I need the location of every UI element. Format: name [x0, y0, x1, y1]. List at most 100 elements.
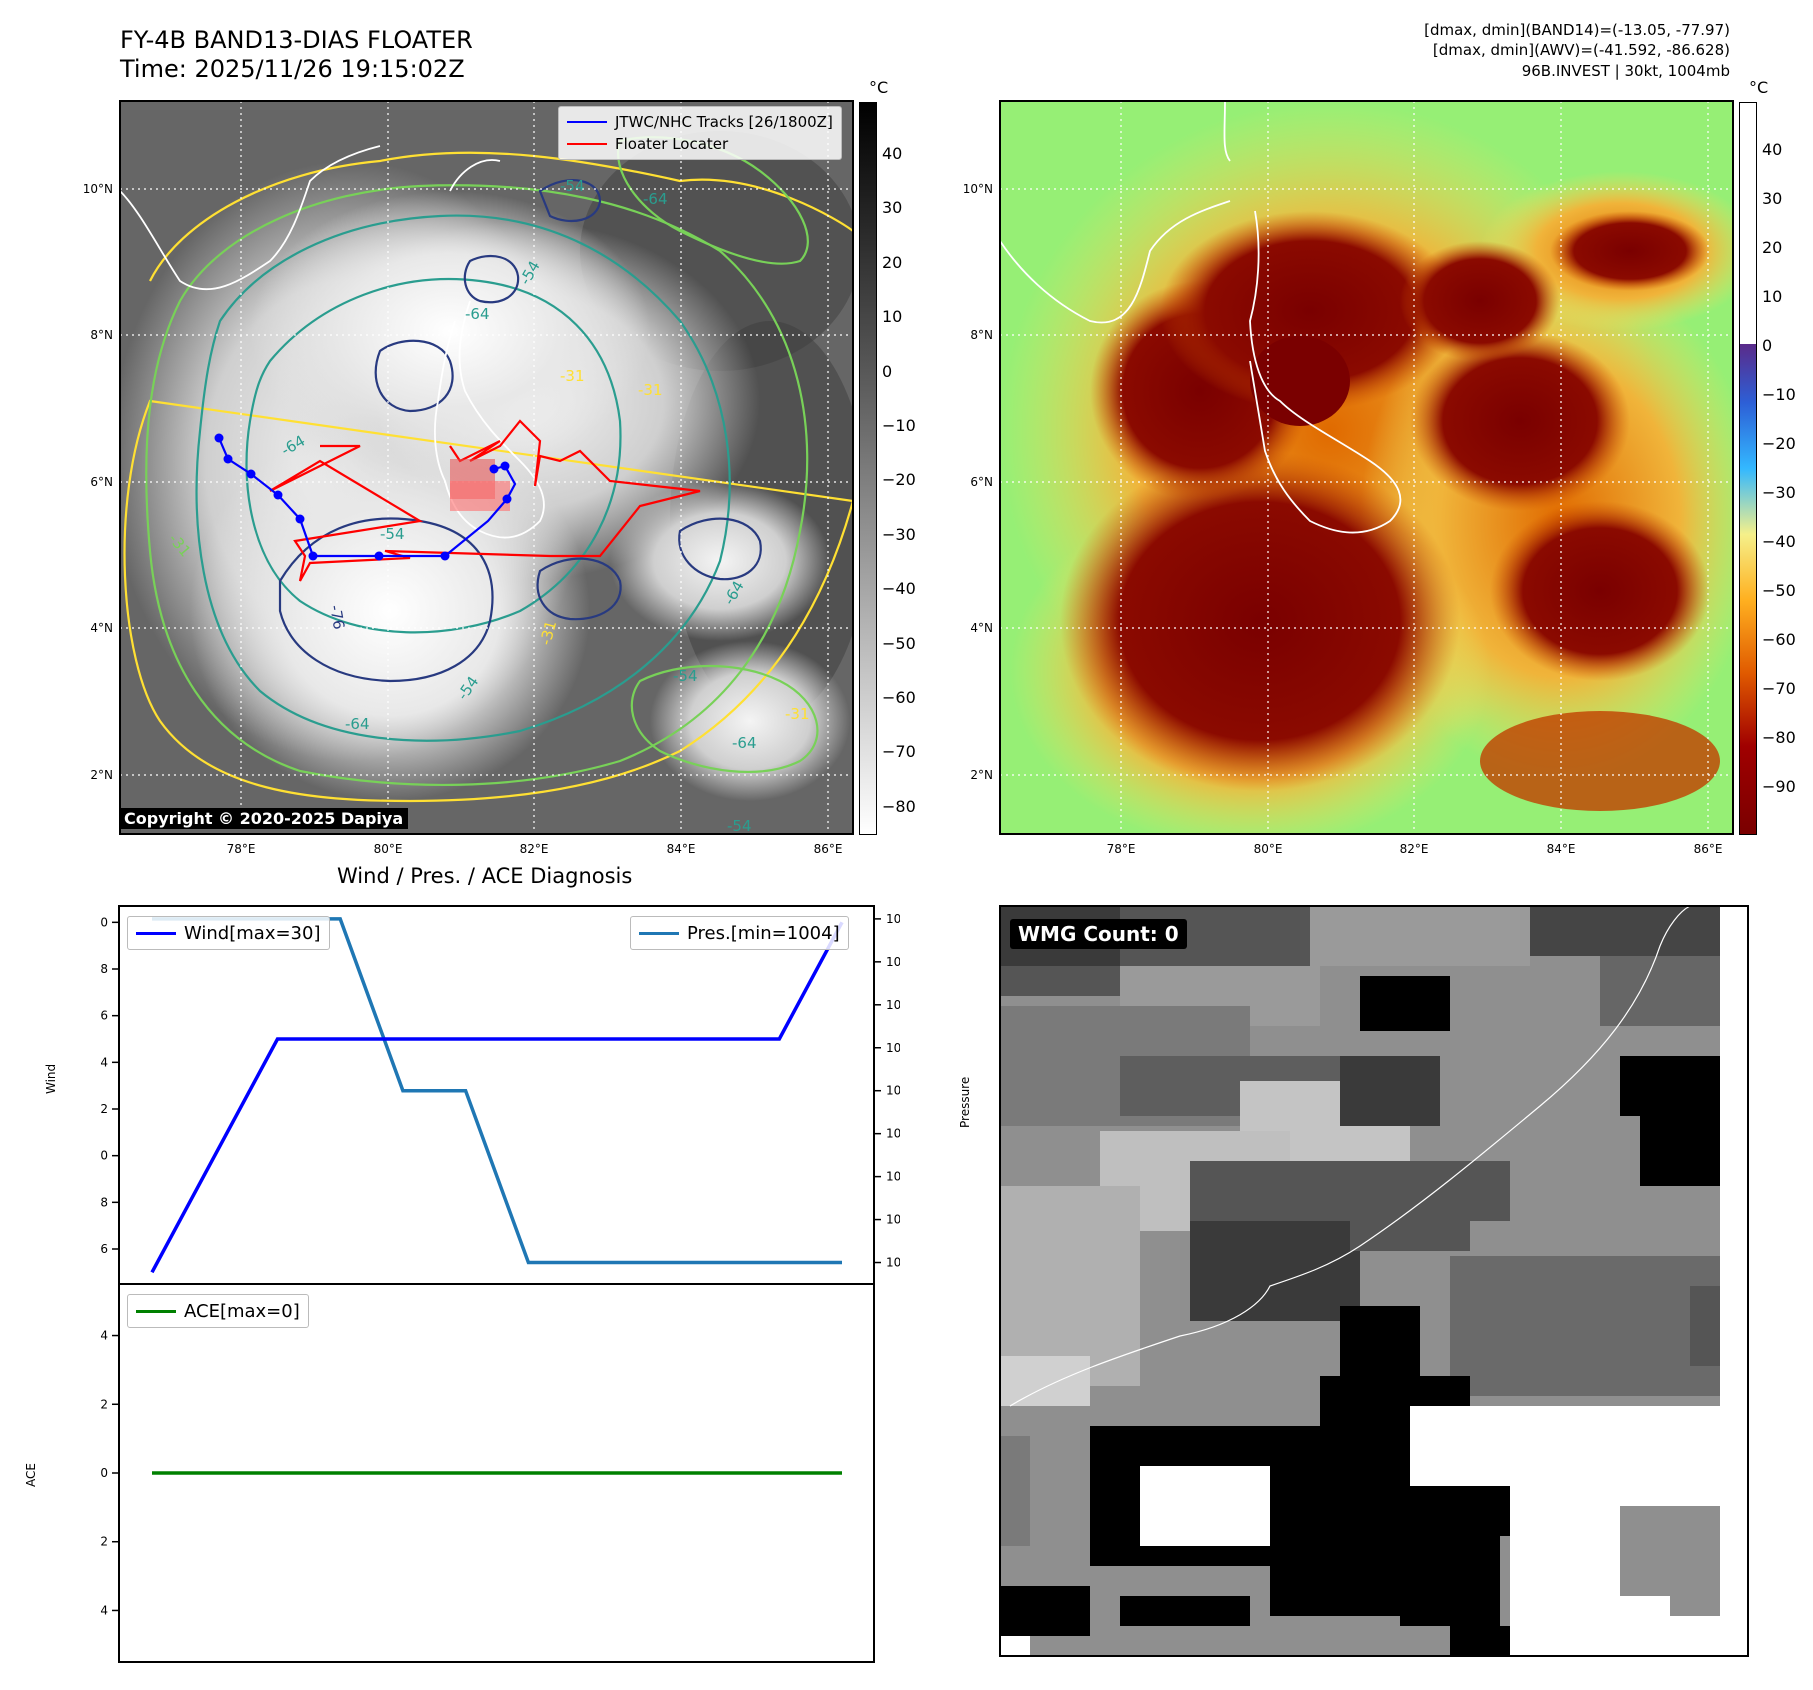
contour-label: -76: [326, 604, 348, 631]
colorbar-tick-label: 20: [1762, 238, 1783, 257]
colorbar-tick-label: 40: [1762, 140, 1783, 159]
colorbar-tick-label: −30: [1762, 483, 1796, 502]
lat-tick-label: 6°N: [90, 475, 113, 489]
info-band14: [dmax, dmin](BAND14)=(-13.05, -77.97): [1424, 21, 1730, 39]
lat-tick-label: 2°N: [90, 768, 113, 782]
axis-tick-label: 1004.5: [886, 1213, 900, 1227]
colorbar-tick-label: 40: [882, 144, 903, 163]
axis-tick-label: 1005.5: [886, 1127, 900, 1141]
lon-tick-label: 86°E: [813, 842, 843, 856]
lon-tick-label: 80°E: [1253, 842, 1283, 856]
colorbar-tick-label: −60: [1762, 630, 1796, 649]
colorbar-tick-label: −60: [882, 688, 916, 707]
wind-legend: Wind[max=30]: [127, 916, 330, 950]
wv-colorbar-unit: °C: [1749, 78, 1769, 97]
colorbar-tick-label: −70: [1762, 679, 1796, 698]
ace-axis-label: ACE: [24, 1463, 38, 1487]
contour-label: -64: [465, 305, 490, 323]
axis-tick-label: −0.02: [100, 1535, 108, 1549]
axis-tick-label: 1007.5: [886, 955, 900, 969]
pressure-legend: Pres.[min=1004]: [630, 916, 849, 950]
colorbar-tick-label: −10: [882, 416, 916, 435]
ace-legend: ACE[max=0]: [127, 1294, 309, 1328]
colorbar-tick-label: −30: [882, 524, 916, 544]
lat-tick-label: 4°N: [90, 621, 113, 635]
lon-tick-label: 84°E: [666, 842, 696, 856]
colorbar-tick-label: −20: [882, 470, 916, 490]
wind-axis-label: Wind: [44, 1063, 58, 1094]
diagnosis-chart: 30 28 26 24 22 20 18 16 1008.0 1007.5 1007.0 1006.…: [100, 905, 900, 1663]
contour-label: -31: [638, 381, 663, 399]
colorbar-tick-label: −70: [882, 742, 916, 762]
colorbar-tick-label: 10: [882, 307, 903, 327]
legend-item-floater: Floater Locater: [567, 133, 833, 155]
axis-tick-label: 16: [100, 1242, 108, 1256]
info-awv: [dmax, dmin](AWV)=(-41.592, -86.628): [1432, 41, 1730, 59]
axis-tick-label: 1006.5: [886, 1041, 900, 1055]
lon-tick-label: 78°E: [1106, 842, 1136, 856]
axis-tick-label: 22: [100, 1102, 108, 1116]
lat-tick-label: 8°N: [90, 328, 113, 342]
colorbar-tick-label: −50: [1762, 581, 1796, 600]
axis-tick-label: 1008.0: [886, 912, 900, 926]
axis-tick-label: 30: [100, 915, 108, 929]
copyright-badge: Copyright © 2020-2025 Dapiya: [119, 808, 409, 829]
axis-tick-label: 0.00: [100, 1466, 108, 1480]
colorbar-tick-label: 30: [882, 198, 903, 218]
lon-tick-label: 84°E: [1546, 842, 1576, 856]
colorbar-tick-label: −90: [1762, 777, 1796, 796]
axis-tick-label: 20: [100, 1149, 108, 1163]
pressure-swatch: [639, 931, 679, 935]
axis-tick-label: 18: [100, 1195, 108, 1209]
diagnosis-title: Wind / Pres. / ACE Diagnosis: [337, 864, 633, 888]
colorbar-tick-label: 20: [882, 252, 903, 272]
colorbar-tick-label: −80: [1762, 728, 1796, 747]
contour-label: -54: [380, 525, 405, 543]
lat-tick-label: 10°N: [82, 182, 113, 196]
info-storm: 96B.INVEST | 30kt, 1004mb: [1521, 62, 1730, 80]
wind-series-line: [150, 921, 844, 1274]
axis-tick-label: 1007.0: [886, 998, 900, 1012]
wind-legend-label: Wind[max=30]: [184, 922, 321, 944]
axis-tick-label: 1006.0: [886, 1084, 900, 1098]
wmg-panel-frame: [999, 905, 1749, 1657]
contour-label: -54: [560, 177, 585, 195]
colorbar-tick-label: −40: [882, 579, 916, 599]
contour-label: -31: [560, 367, 585, 385]
wind-swatch: [136, 931, 176, 935]
wv-panel-frame: [999, 100, 1734, 835]
axis-tick-label: 1005.0: [886, 1170, 900, 1184]
lat-tick-label: 10°N: [962, 182, 993, 196]
axis-tick-label: 0.04: [100, 1329, 108, 1343]
contour-label: -54: [727, 817, 752, 834]
lon-tick-label: 82°E: [1399, 842, 1429, 856]
contour-label: -31: [536, 619, 560, 647]
axis-tick-label: −0.04: [100, 1603, 108, 1617]
lon-tick-label: 78°E: [226, 842, 256, 856]
lon-tick-label: 86°E: [1693, 842, 1723, 856]
legend-floater-label: Floater Locater: [615, 135, 729, 153]
legend-item-tracks: JTWC/NHC Tracks [26/1800Z]: [567, 111, 833, 133]
lon-tick-label: 80°E: [373, 842, 403, 856]
lat-tick-label: 6°N: [970, 475, 993, 489]
ace-legend-label: ACE[max=0]: [184, 1300, 300, 1322]
contour-label: -64: [345, 715, 370, 733]
colorbar-tick-label: 10: [1762, 287, 1783, 306]
chart-title: FY-4B BAND13-DIAS FLOATER: [120, 26, 473, 54]
wv-colorbar: [1739, 102, 1757, 835]
axis-tick-label: 1004.0: [886, 1256, 900, 1270]
ir-legend: JTWC/NHC Tracks [26/1800Z] Floater Locat…: [558, 106, 842, 160]
axis-tick-label: 24: [100, 1055, 108, 1069]
ace-swatch: [136, 1309, 176, 1313]
lat-tick-label: 8°N: [970, 328, 993, 342]
floater-swatch: [567, 143, 607, 145]
lat-tick-label: 2°N: [970, 768, 993, 782]
contour-label: -64: [643, 190, 668, 208]
pressure-series-line: [152, 917, 842, 1265]
track-swatch: [567, 121, 607, 123]
colorbar-tick-label: −50: [882, 633, 916, 653]
ir-colorbar: [859, 102, 877, 835]
water-vapor-image: [1000, 101, 1733, 834]
axis-tick-label: 26: [100, 1009, 108, 1023]
colorbar-tick-label: 30: [1762, 189, 1783, 208]
